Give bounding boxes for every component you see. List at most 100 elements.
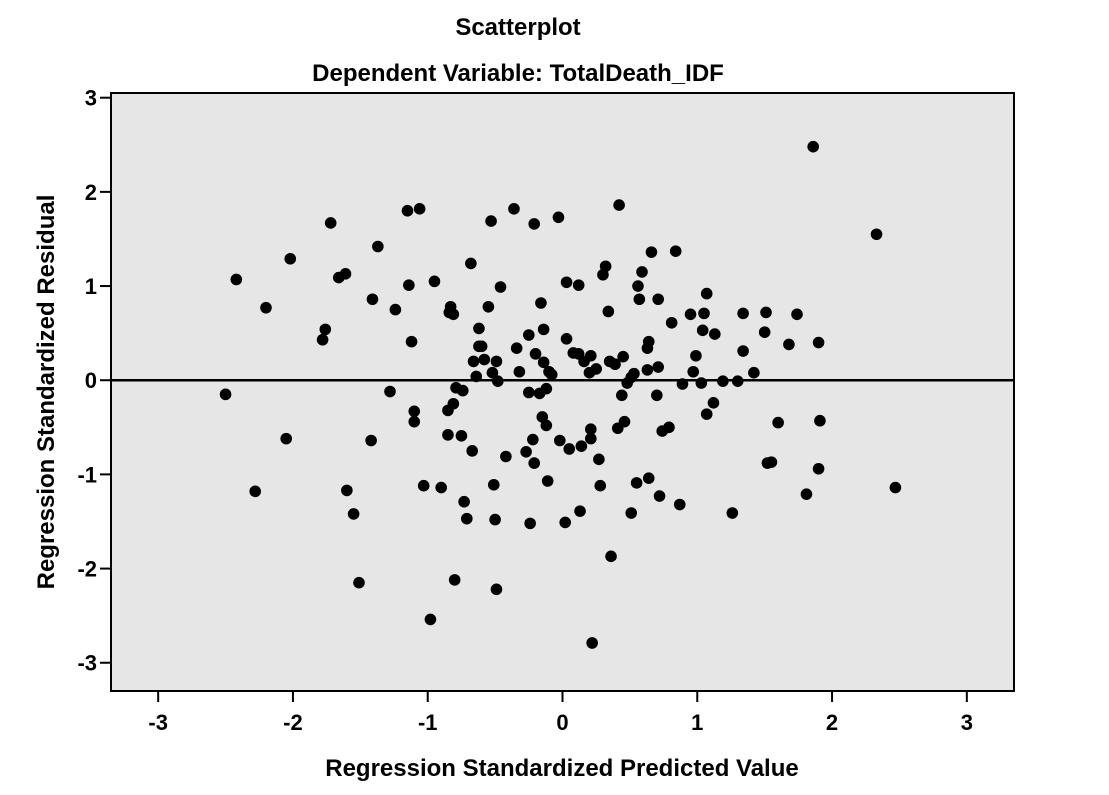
data-point (219, 388, 232, 401)
data-point (585, 349, 597, 362)
data-point (559, 516, 571, 529)
data-point (574, 505, 586, 517)
data-point (632, 280, 644, 292)
data-point (372, 240, 384, 253)
data-point (316, 333, 329, 346)
data-point (575, 440, 588, 452)
data-point (641, 364, 654, 376)
data-point (280, 432, 293, 445)
y-tick-label: -1 (77, 462, 97, 487)
data-point (540, 419, 553, 432)
data-point (687, 365, 700, 378)
data-point (458, 495, 470, 508)
data-point (700, 408, 713, 420)
data-point (652, 361, 664, 373)
data-point (523, 386, 535, 399)
data-point (737, 345, 749, 357)
data-point (586, 637, 598, 649)
data-point (870, 228, 883, 241)
data-point (489, 513, 501, 526)
data-point (341, 484, 353, 497)
data-point (230, 273, 243, 286)
data-point (401, 204, 414, 217)
x-axis-ticks: -3 -2 -1 0 1 2 3 (148, 691, 973, 735)
data-point (628, 367, 640, 380)
data-point (284, 252, 297, 265)
data-point (490, 583, 503, 596)
data-point (424, 613, 437, 626)
chart-title: Scatterplot (455, 14, 580, 41)
data-point (486, 366, 499, 379)
data-point (594, 479, 607, 492)
data-point (812, 336, 825, 349)
data-point (492, 375, 504, 387)
data-point (653, 490, 666, 502)
data-point (618, 415, 631, 428)
data-point (652, 293, 664, 306)
data-point (473, 322, 485, 335)
data-point (630, 477, 643, 489)
data-point (605, 550, 617, 563)
chart-subtitle: Dependent Variable: TotalDeath_IDF (312, 60, 724, 87)
data-point (408, 415, 421, 428)
x-tick-label: 2 (826, 710, 838, 735)
data-point (684, 308, 697, 321)
data-point (466, 445, 479, 457)
data-point (523, 329, 535, 341)
data-point (485, 215, 497, 227)
y-axis-ticks: -3 -2 -1 0 1 2 3 (77, 86, 111, 676)
data-point (760, 306, 772, 319)
data-point (651, 389, 663, 402)
data-point (560, 276, 573, 289)
data-point (554, 434, 566, 447)
data-point (455, 429, 468, 442)
data-point (524, 517, 536, 530)
data-point (428, 275, 441, 288)
y-tick-label: 3 (85, 86, 97, 111)
data-point (500, 450, 512, 463)
data-point (508, 203, 520, 215)
data-point (467, 355, 480, 368)
data-point (645, 246, 658, 258)
data-point (625, 507, 638, 519)
data-point (405, 335, 418, 348)
data-point (408, 405, 421, 418)
data-point (599, 260, 612, 273)
data-point (435, 481, 448, 494)
data-point (696, 324, 709, 337)
data-point (260, 301, 272, 314)
data-point (461, 512, 473, 525)
data-point (814, 414, 826, 427)
data-point (448, 574, 461, 586)
data-points (219, 140, 902, 649)
data-point (748, 366, 760, 379)
data-point (676, 378, 689, 390)
data-point (783, 338, 795, 351)
data-point (585, 432, 597, 445)
data-point (487, 478, 500, 491)
data-point (560, 332, 573, 345)
data-point (494, 281, 507, 293)
data-point (642, 335, 655, 348)
data-point (447, 308, 460, 321)
data-point (490, 355, 503, 368)
data-point (389, 303, 402, 316)
data-point (545, 368, 558, 381)
data-point (366, 293, 379, 306)
data-point (470, 370, 483, 383)
y-tick-label: 2 (85, 180, 97, 205)
x-tick-label: -2 (283, 710, 303, 735)
data-point (636, 266, 648, 278)
data-point (552, 211, 565, 224)
data-point (700, 287, 713, 300)
data-point (791, 308, 803, 321)
data-point (633, 293, 646, 306)
data-point (510, 342, 523, 355)
data-point (541, 475, 554, 487)
data-point (384, 385, 396, 398)
data-point (520, 446, 532, 458)
y-tick-label: -2 (77, 557, 97, 582)
data-point (403, 279, 415, 291)
data-point (535, 297, 547, 309)
data-point (663, 421, 675, 434)
